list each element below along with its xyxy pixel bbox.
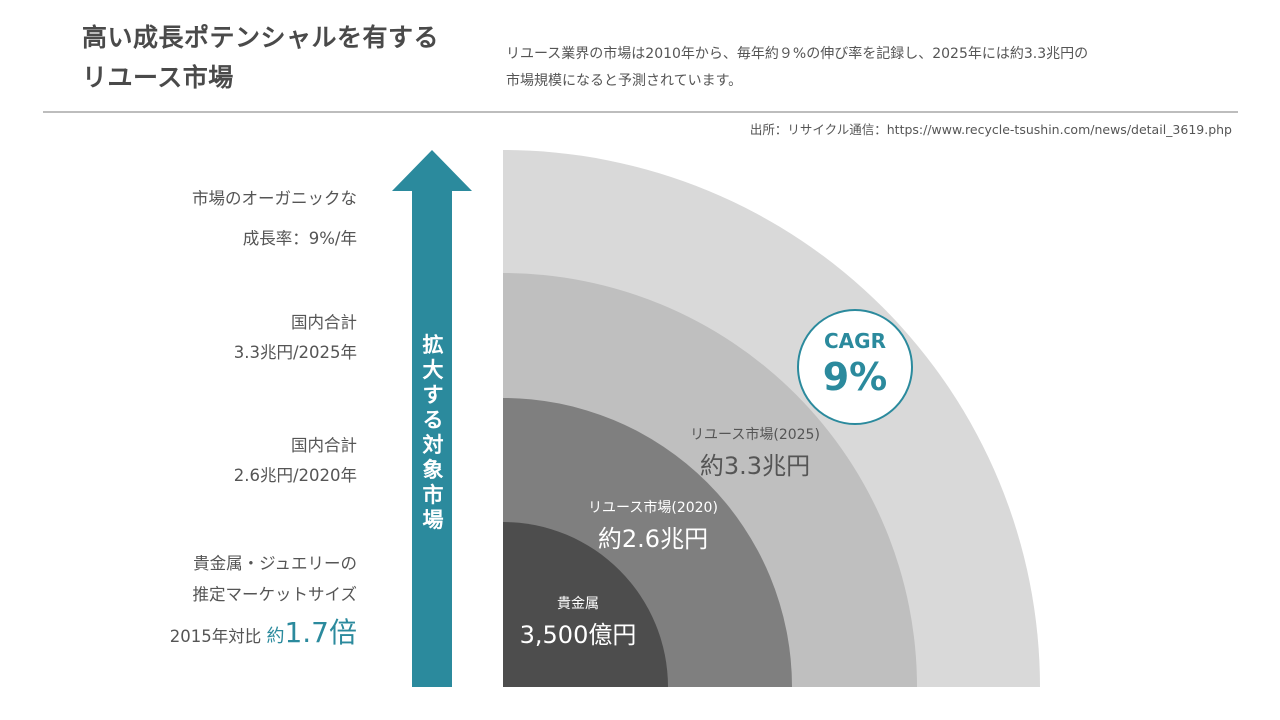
title-line-1: 高い成長ポテンシャルを有する xyxy=(82,23,440,52)
ring-2025-name: リユース市場(2025) xyxy=(690,427,820,443)
total-2025-label: 国内合計 3.3兆円/2025年 xyxy=(234,308,357,368)
total-2020-line-1: 国内合計 xyxy=(291,436,357,455)
jewelry-ratio-prefix: 2015年対比 xyxy=(169,627,262,646)
title-line-2: リユース市場 xyxy=(82,63,234,92)
arrow-char: 対 xyxy=(422,433,444,457)
growth-label-line-2: 成長率：9%/年 xyxy=(242,229,357,248)
jewelry-ratio-approx: 約 xyxy=(266,626,285,647)
description-line-2: 市場規模になると予測されています。 xyxy=(506,73,743,89)
jewelry-line-2: 推定マーケットサイズ xyxy=(192,585,357,604)
jewelry-ratio-value: 1.7倍 xyxy=(284,616,357,649)
arrow-char: 拡 xyxy=(422,333,444,357)
total-2025-line-2: 3.3兆円/2025年 xyxy=(233,343,357,362)
ring-core xyxy=(503,522,668,687)
growth-label: 市場のオーガニックな 成長率：9%/年 xyxy=(192,179,357,259)
ring-label-2025: リユース市場(2025) 約3.3兆円 xyxy=(680,424,830,481)
ring-2020-name: リユース市場(2020) xyxy=(588,500,718,516)
description: リユース業界の市場は2010年から、毎年約９%の伸び率を記録し、2025年には約… xyxy=(506,41,1088,95)
cagr-value: 9% xyxy=(822,355,888,399)
total-2025-line-1: 国内合計 xyxy=(291,313,357,332)
total-2020-label: 国内合計 2.6兆円/2020年 xyxy=(234,431,357,491)
arrow-char: す xyxy=(422,383,444,407)
total-2020-line-2: 2.6兆円/2020年 xyxy=(233,466,357,485)
arrow-char: 大 xyxy=(422,358,444,382)
expansion-arrow-icon xyxy=(392,150,472,687)
arrow-char: 市 xyxy=(422,483,444,507)
ring-2025-value: 約3.3兆円 xyxy=(699,452,811,480)
ring-label-core: 貴金属 3,500億円 xyxy=(513,593,643,650)
source-citation: 出所：リサイクル通信：https://www.recycle-tsushin.c… xyxy=(749,122,1232,137)
growth-label-line-1: 市場のオーガニックな xyxy=(192,189,357,208)
arrow-char: る xyxy=(422,408,444,432)
cagr-badge: CAGR 9% xyxy=(797,309,913,425)
ring-2020-value: 約2.6兆円 xyxy=(597,525,709,553)
jewelry-ratio: 2015年対比 約1.7倍 xyxy=(170,616,357,654)
cagr-label: CAGR xyxy=(824,329,886,353)
page-title: 高い成長ポテンシャルを有する リユース市場 xyxy=(82,18,439,98)
ring-label-2020: リユース市場(2020) 約2.6兆円 xyxy=(578,497,728,554)
arrow-char: 場 xyxy=(422,508,444,532)
arrow-label: 拡 大 す る 対 象 市 場 xyxy=(420,333,446,533)
header-divider xyxy=(43,111,1238,113)
ring-core-value: 3,500億円 xyxy=(519,621,637,649)
jewelry-label: 貴金属・ジュエリーの 推定マーケットサイズ 2015年対比 約1.7倍 xyxy=(170,548,357,654)
jewelry-line-1: 貴金属・ジュエリーの xyxy=(193,554,357,573)
ring-core-name: 貴金属 xyxy=(557,596,599,612)
arrow-char: 象 xyxy=(422,458,444,482)
description-line-1: リユース業界の市場は2010年から、毎年約９%の伸び率を記録し、2025年には約… xyxy=(506,46,1089,62)
